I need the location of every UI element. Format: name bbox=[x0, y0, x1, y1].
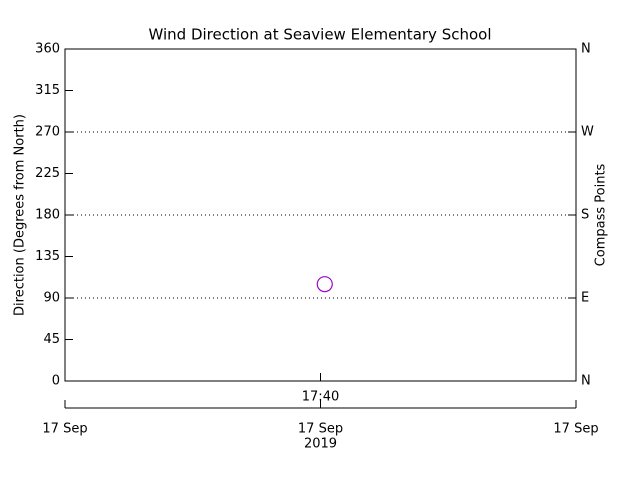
y-tick-label: 135 bbox=[35, 249, 60, 264]
y-tick-label: 0 bbox=[52, 374, 60, 389]
y-tick-label: 360 bbox=[35, 42, 60, 57]
year-label: 2019 bbox=[304, 437, 337, 452]
y-tick-label: 225 bbox=[35, 166, 60, 181]
y-tick-label: 180 bbox=[35, 208, 60, 223]
date-tick-label: 17 Sep bbox=[298, 422, 343, 437]
y-tick-label: 90 bbox=[43, 291, 60, 306]
y2-tick-label: S bbox=[581, 208, 589, 223]
y-axis-label: Direction (Degrees from North) bbox=[13, 114, 28, 316]
date-tick-label: 17 Sep bbox=[553, 422, 598, 437]
y-tick-label: 315 bbox=[35, 83, 60, 98]
y2-axis-label: Compass Points bbox=[594, 163, 609, 266]
y-tick-label: 270 bbox=[35, 125, 60, 140]
y2-tick-label: N bbox=[581, 374, 591, 389]
y2-tick-label: N bbox=[581, 42, 591, 57]
y-tick-label: 45 bbox=[43, 332, 60, 347]
point bbox=[316, 276, 333, 293]
x-tick-label: 17:40 bbox=[302, 390, 339, 405]
chart-title: Wind Direction at Seaview Elementary Sch… bbox=[149, 26, 492, 44]
date-tick-label: 17 Sep bbox=[42, 422, 87, 437]
y2-tick-label: E bbox=[581, 291, 589, 306]
y2-tick-label: W bbox=[581, 125, 594, 140]
